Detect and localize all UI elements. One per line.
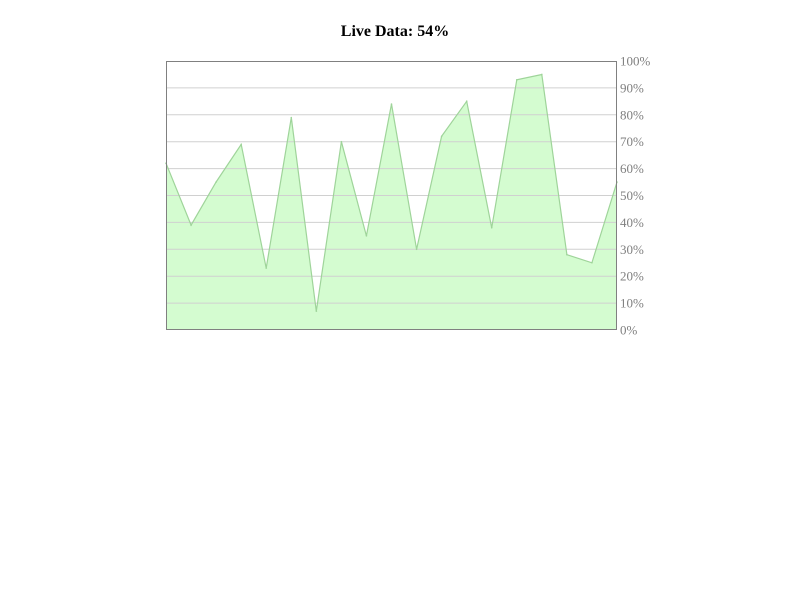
y-tick-label: 50% [620,188,644,203]
y-tick-label: 30% [620,242,644,257]
data-point [265,267,268,269]
y-tick-label: 80% [620,107,644,122]
data-point [190,224,192,226]
chart-title-value: 54% [417,23,450,40]
data-point [591,261,593,264]
y-tick-label: 10% [620,296,644,311]
chart-title: Live Data: 54% [0,22,790,42]
data-point [440,135,443,138]
data-point [240,143,242,146]
data-point [566,253,568,256]
y-tick-label: 40% [620,215,644,230]
y-tick-label: 60% [620,161,644,176]
y-tick-label: 90% [620,80,644,95]
data-point [390,103,393,105]
plot-frame [166,61,617,330]
data-point [490,226,493,229]
data-point [315,310,318,312]
data-point [465,100,468,103]
chart-title-prefix: Live Data: [340,23,418,40]
data-point [415,248,418,251]
data-point [365,235,368,237]
data-point [215,181,217,183]
data-point [340,140,343,143]
y-tick-label: 0% [620,323,638,338]
data-point [290,116,293,119]
y-tick-label: 20% [620,269,644,284]
data-point [541,73,543,76]
y-tick-label: 70% [620,134,644,149]
series-area [166,74,617,330]
y-tick-label: 100% [620,54,651,69]
data-point [515,79,518,81]
